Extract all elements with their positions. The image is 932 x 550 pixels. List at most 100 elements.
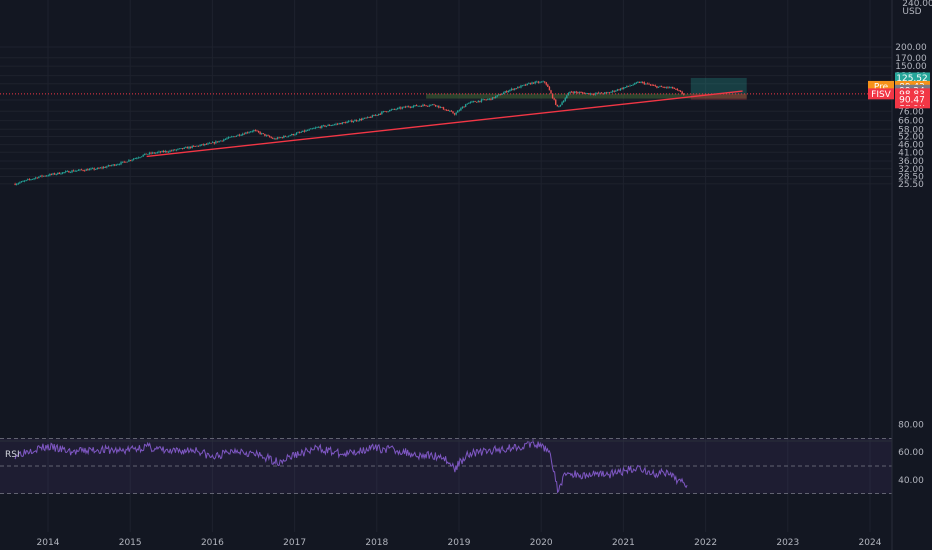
candle-body [543,81,546,83]
candle-body [96,168,99,170]
candle-body [608,92,611,94]
candle-body [212,142,214,144]
candle-body [170,150,173,152]
candle-body [164,151,166,153]
candle-body [125,161,127,163]
candle-body [373,115,375,117]
candle-body [267,135,269,137]
candle-body [363,117,366,119]
candle-body [564,98,566,101]
candle-body [69,172,72,174]
candle-body [599,92,601,94]
candle-body [463,106,465,108]
candle-body [600,92,603,94]
candle-body [47,175,50,177]
candle-body [336,123,339,125]
candle-body [245,132,247,135]
candle-body [567,93,570,96]
candle-body [95,169,97,170]
candle-body [317,126,320,128]
candle-body [183,147,185,149]
candle-body [483,99,486,101]
candle-body [501,94,503,95]
candle-body [235,135,238,137]
candle-body [659,86,661,88]
candle-body [159,151,162,153]
candle-body [52,173,54,175]
candle-body [99,167,102,169]
candle-body [155,152,157,154]
candle-body [419,105,421,107]
candle-body [574,91,576,94]
candle-body [566,95,568,99]
candle-body [134,158,136,160]
candle-body [678,90,680,91]
candle-body [634,82,636,85]
candle-body [268,135,271,138]
candle-body [430,104,432,106]
candle-body [311,128,314,130]
candle-body [623,87,625,90]
chart-zones [426,77,747,100]
candle-body [349,120,351,122]
candle-body [374,114,377,116]
candle-body [68,170,70,173]
candle-body [490,98,492,100]
candle-body [607,92,609,94]
price-tag-value: 125.52 [896,74,928,84]
candle-body [436,105,438,107]
candle-body [357,120,359,122]
candle-body [186,147,189,149]
candle-body [460,108,462,111]
price-tag-label: FISV [871,90,892,100]
candle-body [82,169,84,171]
candle-body [308,129,310,131]
candle-body [610,91,612,93]
candle-body [586,93,589,94]
candle-body [393,108,396,110]
candle-body [305,130,307,132]
time-tick: 2014 [37,538,60,548]
candle-body [472,101,475,103]
candle-body [654,85,657,87]
candle-body [521,85,524,87]
candle-body [330,125,332,127]
candle-body [423,104,426,106]
candle-body [294,134,296,136]
candle-body [126,161,129,163]
candle-body [139,157,141,158]
candle-body [298,132,301,134]
candle-body [479,100,481,102]
candle-body [491,97,494,100]
candle-body [406,106,408,108]
candle-body [431,104,434,106]
candle-body [31,178,34,180]
candle-body [169,150,171,152]
candle-body [286,136,288,138]
candle-body [656,86,658,88]
candle-body [545,82,547,85]
candle-body [142,154,144,157]
candle-body [471,101,473,103]
candle-body [427,105,429,107]
candle-body [509,89,511,91]
candle-body [230,136,233,138]
candle-body [370,117,372,118]
candle-body [237,134,239,136]
candle-body [404,106,407,108]
candle-body [624,87,626,88]
candle-body [262,133,265,135]
candle-body [132,158,135,160]
candle-body [215,141,217,144]
time-axis[interactable]: 2014 2015 2016 2017 2018 2019 2020 2021 2022 2023… [37,538,882,548]
candle-body [414,105,416,106]
candle-body [627,85,630,87]
candle-body [72,170,75,172]
rsi-line [14,438,688,494]
candle-body [474,101,476,103]
candle-body [118,164,121,166]
candle-body [523,84,525,86]
candle-body [44,175,46,177]
candle-body [347,121,350,122]
candle-body [412,105,415,108]
